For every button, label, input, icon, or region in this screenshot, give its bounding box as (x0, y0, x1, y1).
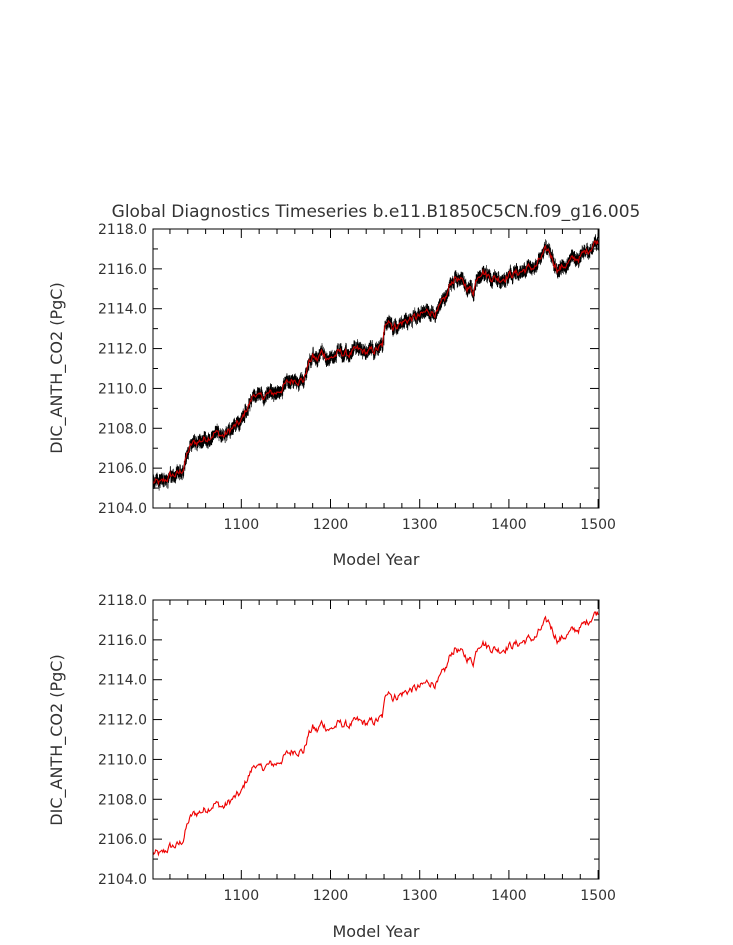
y-tick-label: 2104.0 (98, 872, 147, 888)
x-tick-label: 1100 (223, 888, 259, 904)
y-tick-label: 2110.0 (98, 381, 147, 397)
y-tick-label: 2116.0 (98, 262, 147, 278)
x-tick-label: 1400 (491, 888, 527, 904)
x-tick-label: 1200 (313, 888, 349, 904)
y-axis-label: DIC_ANTH_CO2 (PgC) (47, 654, 67, 825)
y-tick-label: 2108.0 (98, 421, 147, 437)
y-tick-label: 2112.0 (98, 342, 147, 358)
y-tick-label: 2104.0 (98, 501, 147, 517)
y-tick-label: 2118.0 (98, 222, 147, 238)
x-tick-label: 1300 (402, 888, 438, 904)
y-tick-label: 2116.0 (98, 633, 147, 649)
y-tick-label: 2114.0 (98, 673, 147, 689)
top-panel: Global Diagnostics Timeseries b.e11.B185… (47, 202, 640, 569)
y-axis-label: DIC_ANTH_CO2 (PgC) (47, 282, 67, 453)
y-tick-label: 2112.0 (98, 713, 147, 729)
y-tick-label: 2114.0 (98, 302, 147, 318)
series-line-annual (153, 611, 599, 857)
series-line-monthly (153, 233, 599, 491)
x-tick-label: 1400 (491, 517, 527, 533)
y-tick-label: 2106.0 (98, 832, 147, 848)
x-axis-label: Model Year (333, 550, 420, 569)
series-line-annual (153, 240, 599, 486)
y-tick-label: 2106.0 (98, 461, 147, 477)
x-tick-label: 1100 (223, 517, 259, 533)
y-tick-label: 2110.0 (98, 752, 147, 768)
x-axis-label: Model Year (333, 922, 420, 941)
y-tick-label: 2108.0 (98, 792, 147, 808)
plot-area (153, 611, 599, 857)
x-tick-label: 1500 (580, 517, 616, 533)
y-tick-label: 2118.0 (98, 593, 147, 609)
plot-frame (152, 599, 600, 880)
bottom-panel: Model Year DIC_ANTH_CO2 (PgC) 2104.0 2106… (47, 593, 616, 941)
x-tick-label: 1300 (402, 517, 438, 533)
plot-area (153, 233, 599, 491)
chart-title: Global Diagnostics Timeseries b.e11.B185… (112, 202, 641, 222)
x-tick-label: 1500 (580, 888, 616, 904)
x-tick-label: 1200 (313, 517, 349, 533)
